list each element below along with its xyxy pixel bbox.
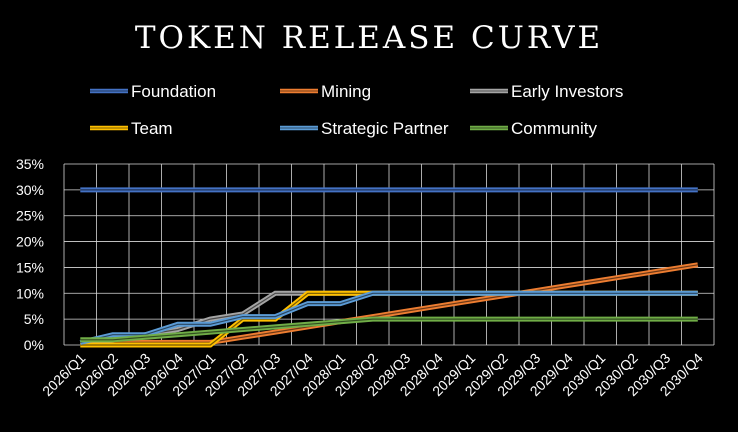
y-tick-label: 0% [24, 337, 44, 353]
legend: Foundation Mining Early Investors Team Strat… [90, 82, 623, 138]
series-line-core [80, 318, 698, 341]
series-strategic-partner [79, 290, 698, 345]
y-tick-label: 10% [16, 285, 44, 301]
y-tick-label: 5% [24, 311, 44, 327]
legend-item: Strategic Partner [280, 119, 449, 138]
legend-item: Community [470, 119, 597, 138]
y-tick-label: 15% [16, 259, 44, 275]
plot-grid [63, 163, 715, 346]
legend-label: Foundation [131, 82, 216, 101]
y-tick-label: 25% [16, 208, 44, 224]
legend-label: Strategic Partner [321, 119, 449, 138]
series-community [80, 316, 698, 343]
legend-item: Team [90, 119, 173, 138]
series-lines [79, 187, 699, 348]
legend-item: Foundation [90, 82, 216, 101]
series-mining [80, 262, 699, 345]
y-tick-label: 35% [16, 156, 44, 172]
legend-label: Community [511, 119, 597, 138]
series-line-core [80, 292, 698, 343]
series-line-core [80, 264, 698, 343]
chart-title: TOKEN RELEASE CURVE [135, 20, 603, 56]
y-tick-label: 30% [16, 182, 44, 198]
y-tick-label: 20% [16, 234, 44, 250]
legend-item: Mining [280, 82, 371, 101]
legend-label: Early Investors [511, 82, 623, 101]
legend-item: Early Investors [470, 82, 623, 101]
y-axis-ticks: 0% 5% 10% 15% 20% 25% 30% 35% [16, 156, 44, 353]
legend-label: Mining [321, 82, 371, 101]
legend-label: Team [131, 119, 173, 138]
